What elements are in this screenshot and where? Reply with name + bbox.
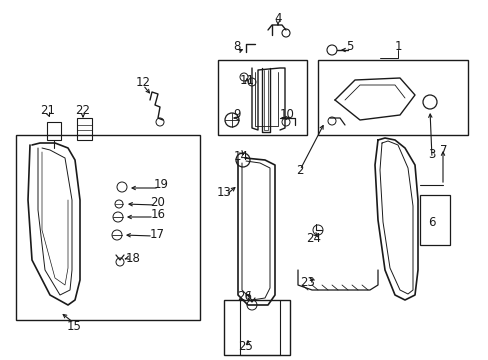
Text: 26: 26 bbox=[237, 289, 252, 302]
Bar bbox=[16, 135, 200, 320]
Bar bbox=[77, 118, 92, 140]
Text: 9: 9 bbox=[233, 108, 240, 122]
Bar bbox=[218, 60, 306, 135]
Text: 18: 18 bbox=[125, 252, 140, 265]
Text: 21: 21 bbox=[41, 104, 55, 117]
Text: 17: 17 bbox=[149, 228, 164, 240]
Text: 12: 12 bbox=[135, 76, 150, 89]
Text: 13: 13 bbox=[216, 186, 231, 199]
Text: 19: 19 bbox=[153, 179, 168, 192]
Text: 6: 6 bbox=[427, 216, 435, 229]
Text: 11: 11 bbox=[239, 73, 254, 86]
Text: 3: 3 bbox=[427, 148, 435, 162]
Text: 2: 2 bbox=[296, 163, 303, 176]
Text: 8: 8 bbox=[233, 40, 240, 54]
Text: 10: 10 bbox=[279, 108, 294, 122]
Text: 5: 5 bbox=[346, 40, 353, 53]
Text: 4: 4 bbox=[274, 12, 281, 24]
Text: 1: 1 bbox=[393, 40, 401, 53]
Bar bbox=[224, 300, 289, 355]
Text: 15: 15 bbox=[66, 320, 81, 333]
Text: 20: 20 bbox=[150, 197, 165, 210]
Text: 24: 24 bbox=[306, 231, 321, 244]
Bar bbox=[419, 195, 449, 245]
Text: 7: 7 bbox=[439, 144, 447, 157]
Bar bbox=[317, 60, 467, 135]
Text: 22: 22 bbox=[75, 104, 90, 117]
Text: 23: 23 bbox=[300, 276, 315, 289]
Bar bbox=[47, 122, 61, 140]
Text: 14: 14 bbox=[233, 150, 248, 163]
Text: 16: 16 bbox=[150, 208, 165, 221]
Text: 25: 25 bbox=[238, 341, 253, 354]
